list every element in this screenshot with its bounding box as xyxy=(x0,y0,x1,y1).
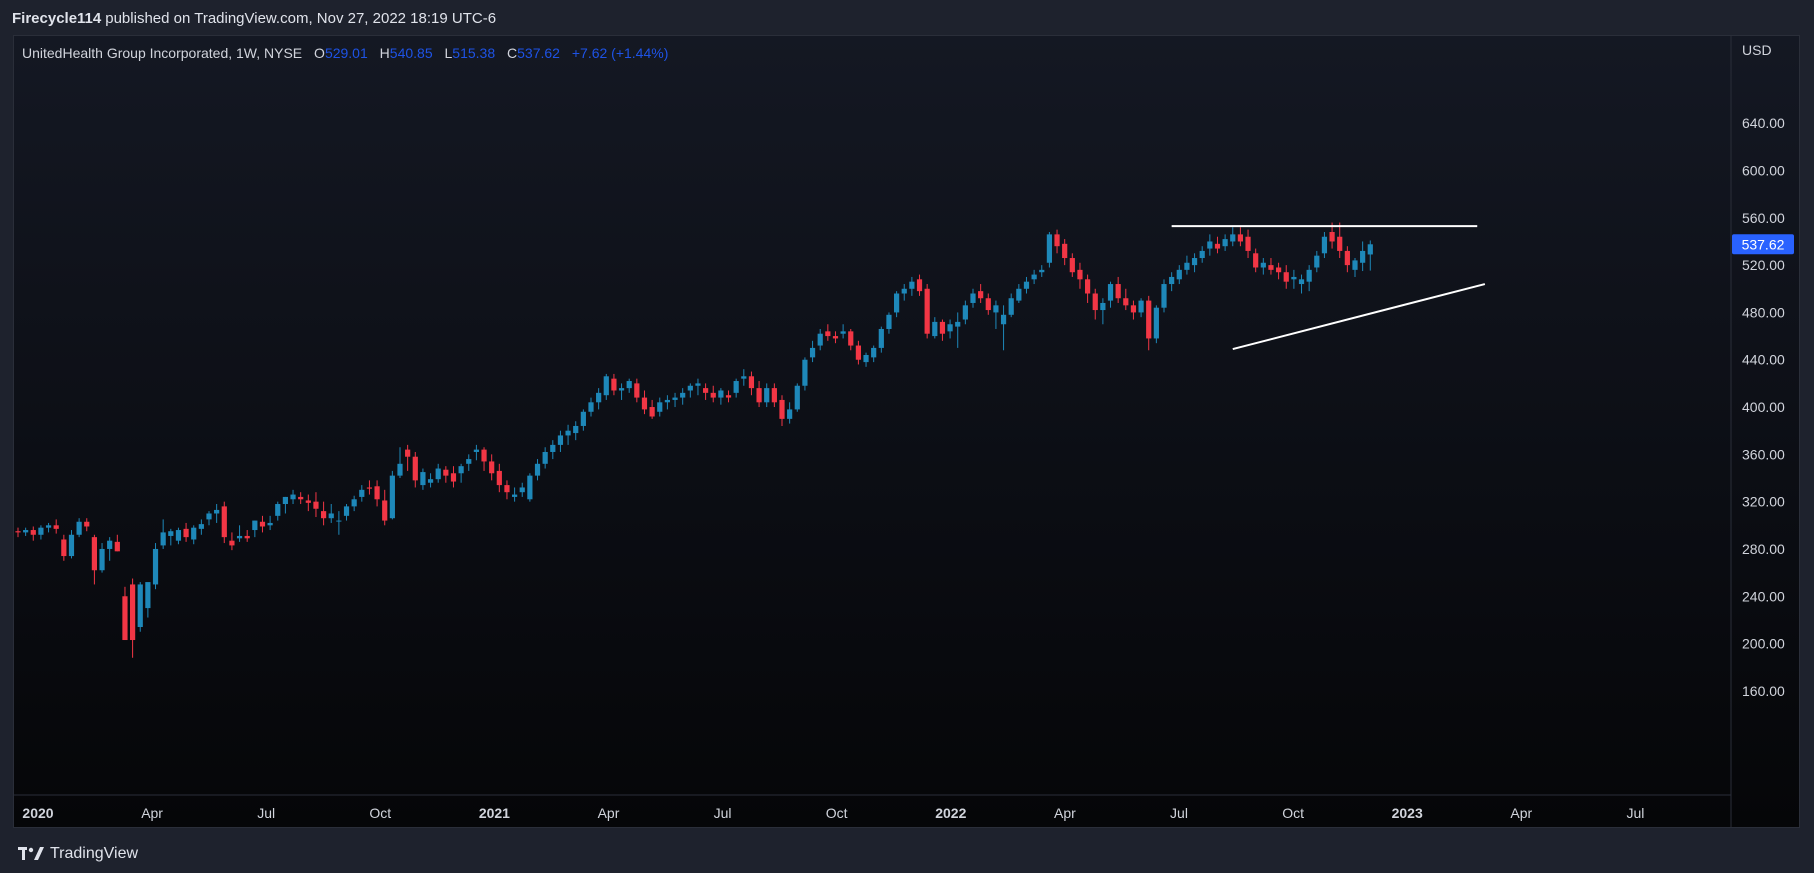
close-value: 537.62 xyxy=(517,45,560,61)
chart-frame[interactable] xyxy=(13,35,1800,828)
footer-bar: TradingView xyxy=(0,834,1814,873)
change-value: +7.62 (+1.44%) xyxy=(571,45,669,61)
open-value: 529.01 xyxy=(324,45,368,61)
tradingview-logo[interactable]: TradingView xyxy=(18,845,138,863)
author-name[interactable]: Firecycle114 xyxy=(12,9,102,27)
symbol-legend: UnitedHealth Group Incorporated, 1W, NYS… xyxy=(22,45,668,61)
tradingview-brand: TradingView xyxy=(50,844,139,862)
close-label: C xyxy=(507,45,518,61)
low-label: L xyxy=(444,45,453,61)
high-label: H xyxy=(379,45,390,61)
low-value: 515.38 xyxy=(452,45,496,61)
publish-info: published on TradingView.com, Nov 27, 20… xyxy=(105,9,497,27)
symbol-title[interactable]: UnitedHealth Group Incorporated, 1W, NYS… xyxy=(22,45,303,61)
tradingview-logo-icon xyxy=(18,846,44,860)
open-label: O xyxy=(314,45,325,61)
high-value: 540.85 xyxy=(389,45,433,61)
publish-header: Firecycle114 published on TradingView.co… xyxy=(0,0,1814,36)
